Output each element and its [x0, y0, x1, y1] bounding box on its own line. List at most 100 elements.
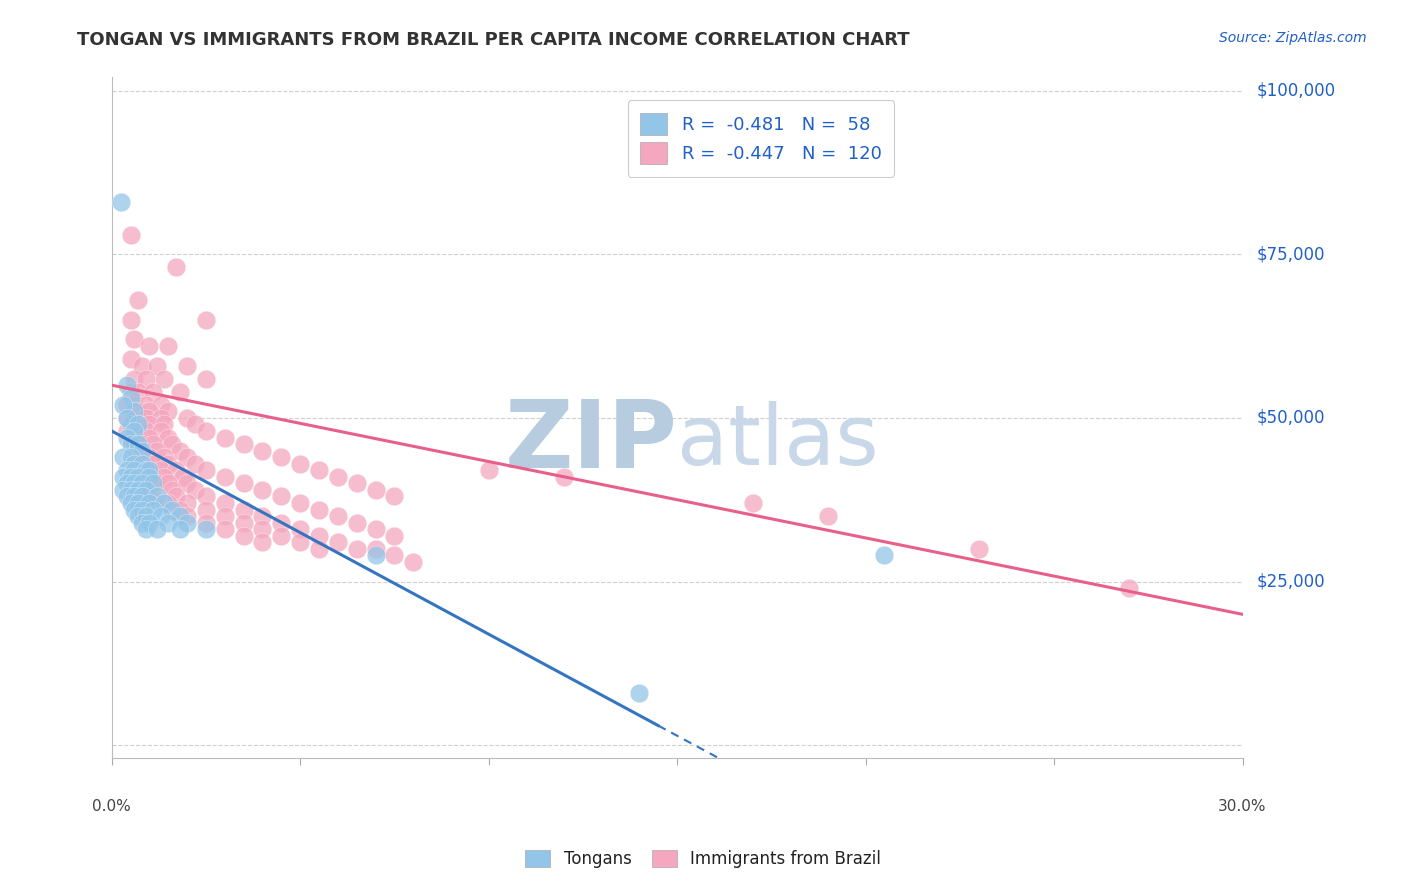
Point [232, 529, 254, 543]
Point [149, 424, 172, 438]
Point [131, 359, 153, 373]
Point [124, 476, 146, 491]
Point [127, 417, 149, 432]
Point [135, 371, 157, 385]
Point [157, 496, 180, 510]
Point [346, 476, 368, 491]
Point [127, 417, 149, 432]
Point [142, 470, 165, 484]
Point [741, 496, 763, 510]
Point [873, 549, 896, 563]
Point [142, 437, 165, 451]
Point [138, 417, 160, 432]
Point [120, 227, 142, 242]
Point [326, 535, 349, 549]
Point [127, 431, 149, 445]
Point [153, 371, 176, 385]
Point [124, 463, 146, 477]
Point [270, 490, 292, 504]
Text: 0.0%: 0.0% [93, 799, 131, 814]
Point [153, 417, 176, 432]
Point [194, 424, 217, 438]
Point [138, 483, 160, 497]
Point [124, 332, 146, 346]
Point [165, 490, 187, 504]
Point [176, 516, 198, 530]
Point [308, 502, 330, 516]
Point [120, 470, 142, 484]
Point [176, 410, 198, 425]
Point [553, 470, 575, 484]
Text: $100,000: $100,000 [1256, 81, 1336, 100]
Text: $75,000: $75,000 [1256, 245, 1324, 263]
Legend: Tongans, Immigrants from Brazil: Tongans, Immigrants from Brazil [519, 843, 887, 875]
Point [110, 194, 132, 209]
Point [131, 457, 153, 471]
Point [172, 470, 194, 484]
Point [214, 522, 236, 536]
Point [142, 476, 165, 491]
Point [165, 260, 187, 275]
Text: $50,000: $50,000 [1256, 409, 1324, 427]
Point [176, 359, 198, 373]
Point [124, 371, 146, 385]
Point [127, 443, 149, 458]
Point [194, 371, 217, 385]
Point [135, 509, 157, 524]
Point [142, 384, 165, 399]
Point [138, 516, 160, 530]
Point [214, 509, 236, 524]
Point [270, 529, 292, 543]
Point [160, 437, 183, 451]
Point [138, 404, 160, 418]
Point [364, 549, 387, 563]
Point [120, 391, 142, 405]
Point [252, 509, 274, 524]
Text: Source: ZipAtlas.com: Source: ZipAtlas.com [1219, 31, 1367, 45]
Point [146, 443, 169, 458]
Point [252, 522, 274, 536]
Point [176, 496, 198, 510]
Point [478, 463, 501, 477]
Point [194, 516, 217, 530]
Point [402, 555, 425, 569]
Point [111, 483, 134, 497]
Point [149, 463, 172, 477]
Point [124, 490, 146, 504]
Point [127, 483, 149, 497]
Point [131, 476, 153, 491]
Point [138, 450, 160, 465]
Point [115, 431, 138, 445]
Point [967, 541, 990, 556]
Point [308, 529, 330, 543]
Point [157, 339, 180, 353]
Point [157, 457, 180, 471]
Point [157, 431, 180, 445]
Point [120, 483, 142, 497]
Point [160, 502, 183, 516]
Point [176, 509, 198, 524]
Point [157, 404, 180, 418]
Point [146, 522, 169, 536]
Point [146, 490, 169, 504]
Point [135, 522, 157, 536]
Point [120, 437, 142, 451]
Point [124, 437, 146, 451]
Point [111, 450, 134, 465]
Point [194, 312, 217, 326]
Point [169, 443, 191, 458]
Point [169, 384, 191, 399]
Point [120, 496, 142, 510]
Point [817, 509, 839, 524]
Point [214, 470, 236, 484]
Point [124, 410, 146, 425]
Point [120, 312, 142, 326]
Point [232, 516, 254, 530]
Point [153, 470, 176, 484]
Point [142, 457, 165, 471]
Point [131, 516, 153, 530]
Point [124, 457, 146, 471]
Point [232, 476, 254, 491]
Point [115, 410, 138, 425]
Point [127, 404, 149, 418]
